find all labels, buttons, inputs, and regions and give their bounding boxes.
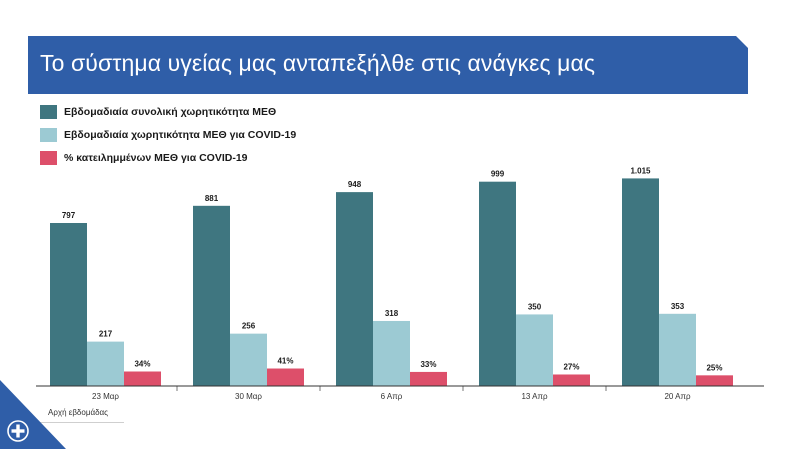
legend-label: Εβδομαδιαία χωρητικότητα ΜΕΘ για COVID-1… xyxy=(64,128,297,141)
legend-swatch-total-icu xyxy=(40,104,57,119)
bar xyxy=(696,375,733,386)
x-tick-label: 20 Απρ xyxy=(664,392,691,401)
bar xyxy=(230,333,267,386)
bar xyxy=(553,374,590,386)
bar xyxy=(659,313,696,386)
x-tick-label: 13 Απρ xyxy=(521,392,548,401)
data-label: 1.015 xyxy=(630,166,651,175)
data-label: 217 xyxy=(99,330,113,339)
bar xyxy=(193,205,230,386)
chart-legend: Εβδομαδιαία συνολική χωρητικότητα ΜΕΘ Εβ… xyxy=(40,103,296,172)
data-label: 256 xyxy=(242,322,256,331)
legend-item-covid-icu: Εβδομαδιαία χωρητικότητα ΜΕΘ για COVID-1… xyxy=(40,126,296,143)
legend-item-total-icu: Εβδομαδιαία συνολική χωρητικότητα ΜΕΘ xyxy=(40,103,296,120)
x-tick-label: 23 Μαρ xyxy=(92,392,119,401)
bar xyxy=(336,192,373,386)
bar xyxy=(50,223,87,386)
data-label: 318 xyxy=(385,309,399,318)
bar xyxy=(622,178,659,386)
x-axis-label-box xyxy=(40,405,124,423)
legend-swatch-covid-icu xyxy=(40,127,57,142)
page-title: Το σύστημα υγείας μας ανταπεξήλθε στις α… xyxy=(40,50,596,76)
bar xyxy=(479,181,516,386)
x-tick-label: 30 Μαρ xyxy=(235,392,262,401)
bar xyxy=(124,371,161,386)
bar xyxy=(373,320,410,386)
data-label: 350 xyxy=(528,302,542,311)
bar xyxy=(87,341,124,386)
data-label: 948 xyxy=(348,180,362,189)
data-label: 27% xyxy=(563,362,579,371)
data-label: 34% xyxy=(134,360,150,369)
data-label: 797 xyxy=(62,211,76,220)
bar xyxy=(516,314,553,386)
legend-swatch-occupancy xyxy=(40,150,57,165)
bar xyxy=(410,371,447,386)
data-label: 353 xyxy=(671,302,685,311)
data-label: 33% xyxy=(420,360,436,369)
data-label: 881 xyxy=(205,194,219,203)
x-tick-label: 6 Απρ xyxy=(381,392,403,401)
legend-label: Εβδομαδιαία συνολική χωρητικότητα ΜΕΘ xyxy=(64,105,277,118)
x-axis-label: Αρχή εβδομάδας xyxy=(48,408,108,417)
data-label: 41% xyxy=(277,357,293,366)
legend-label: % κατειλημμένων ΜΕΘ για COVID-19 xyxy=(64,151,248,164)
greek-government-seal-icon xyxy=(0,380,66,449)
bar xyxy=(267,368,304,386)
data-label: 25% xyxy=(706,363,722,372)
legend-item-occupancy: % κατειλημμένων ΜΕΘ για COVID-19 xyxy=(40,149,296,166)
title-banner xyxy=(28,36,748,94)
data-label: 999 xyxy=(491,170,505,179)
